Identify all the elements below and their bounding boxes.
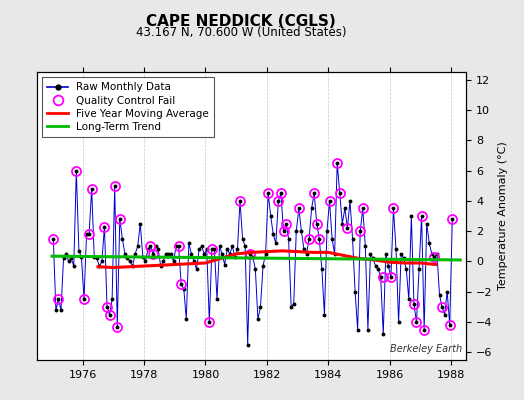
Text: 43.167 N, 70.600 W (United States): 43.167 N, 70.600 W (United States) xyxy=(136,26,346,39)
Legend: Raw Monthly Data, Quality Control Fail, Five Year Moving Average, Long-Term Tren: Raw Monthly Data, Quality Control Fail, … xyxy=(42,77,214,137)
Y-axis label: Temperature Anomaly (°C): Temperature Anomaly (°C) xyxy=(498,142,508,290)
Text: CAPE NEDDICK (CGLS): CAPE NEDDICK (CGLS) xyxy=(146,14,336,29)
Text: Berkeley Earth: Berkeley Earth xyxy=(390,344,462,354)
